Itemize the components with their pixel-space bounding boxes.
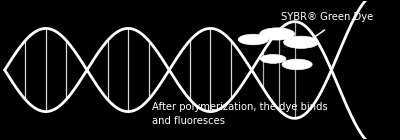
- Circle shape: [284, 36, 318, 48]
- Text: and fluoresces: and fluoresces: [152, 116, 225, 126]
- Circle shape: [282, 59, 312, 70]
- Text: SYBR® Green Dye: SYBR® Green Dye: [281, 12, 374, 22]
- Circle shape: [238, 34, 268, 45]
- Circle shape: [260, 54, 286, 63]
- Circle shape: [260, 28, 295, 40]
- Text: After polymerization, the dye binds: After polymerization, the dye binds: [152, 102, 328, 112]
